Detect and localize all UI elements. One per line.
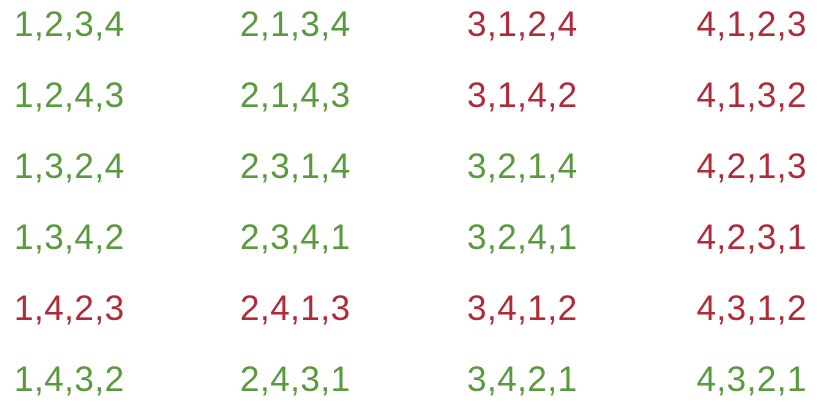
permutation-cell: 2,4,3,1 [240,360,351,399]
permutation-cell: 1,2,3,4 [14,5,125,44]
permutation-cell: 4,3,2,1 [696,360,807,399]
permutation-cell: 4,1,2,3 [696,5,807,44]
permutation-cell: 3,4,2,1 [467,360,578,399]
permutation-cell: 2,3,1,4 [240,147,351,186]
permutation-cell: 1,4,2,3 [14,289,125,328]
permutation-cell: 2,1,3,4 [240,5,351,44]
permutation-cell: 3,4,1,2 [467,289,578,328]
permutation-cell: 4,3,1,2 [696,289,807,328]
permutation-cell: 1,2,4,3 [14,76,125,115]
permutation-cell: 4,2,3,1 [696,218,807,257]
permutation-cell: 4,2,1,3 [696,147,807,186]
permutation-cell: 3,2,4,1 [467,218,578,257]
permutation-cell: 3,1,2,4 [467,5,578,44]
permutation-cell: 1,4,3,2 [14,360,125,399]
permutation-cell: 3,2,1,4 [467,147,578,186]
permutation-cell: 1,3,2,4 [14,147,125,186]
permutation-cell: 3,1,4,2 [467,76,578,115]
permutation-cell: 2,3,4,1 [240,218,351,257]
permutation-cell: 2,1,4,3 [240,76,351,115]
permutation-cell: 4,1,3,2 [696,76,807,115]
permutation-cell: 1,3,4,2 [14,218,125,257]
permutation-cell: 2,4,1,3 [240,289,351,328]
